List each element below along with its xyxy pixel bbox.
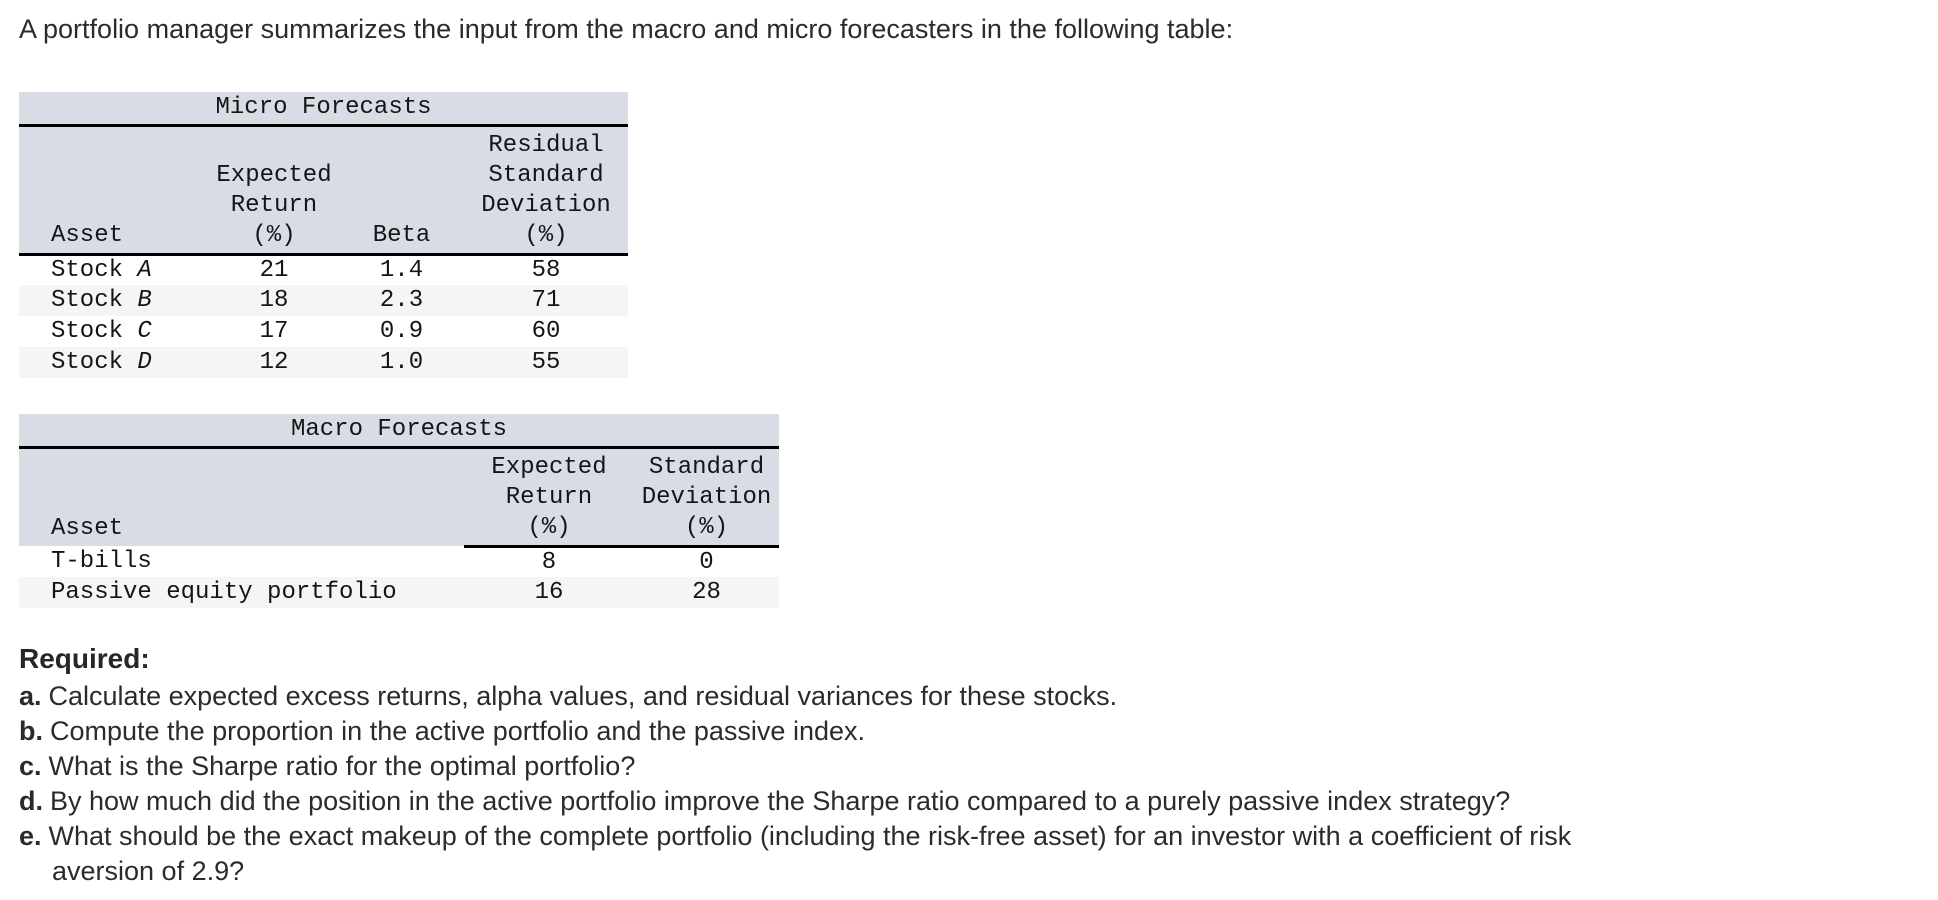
asset-name-cell: T-bills [51, 548, 152, 575]
asset-name: Stock [51, 318, 124, 345]
item-letter: e. [19, 821, 42, 851]
beta-cell: 1.4 [379, 256, 424, 284]
asset-name: Stock [51, 287, 124, 314]
residual-sd-cell: 55 [531, 349, 561, 376]
beta-cell: 2.3 [379, 287, 424, 314]
macro-table-title-row: Macro Forecasts [19, 414, 779, 449]
macro-forecasts-table: Macro Forecasts Asset Expected Return (%… [19, 414, 779, 608]
required-heading: Required: [19, 643, 150, 674]
table-row-stock-d: Stock D 12 1.0 55 [19, 347, 629, 378]
stock-letter: B [137, 287, 152, 314]
asset-name-cell: Stock D [19, 347, 209, 378]
column-header-beta: Beta [339, 125, 464, 256]
column-header-asset: Asset [19, 125, 209, 256]
item-text: Calculate expected excess returns, alpha… [48, 681, 1118, 711]
asset-name-cell: Stock A [19, 254, 209, 285]
macro-table-title: Macro Forecasts [19, 414, 779, 449]
expected-return-cell: 18 [259, 287, 289, 314]
asset-name-cell: Passive equity portfolio [51, 579, 397, 606]
required-item-d: d. By how much did the position in the ac… [19, 784, 1908, 819]
expected-return-cell: 12 [259, 349, 289, 376]
expected-return-cell: 8 [541, 548, 557, 576]
item-text: What is the Sharpe ratio for the optimal… [48, 751, 636, 781]
residual-sd-cell: 71 [531, 287, 561, 314]
required-item-c: c. What is the Sharpe ratio for the optim… [19, 749, 1908, 784]
item-letter: d. [19, 786, 43, 816]
item-letter: a. [19, 681, 42, 711]
item-text: Compute the proportion in the active por… [50, 716, 865, 746]
beta-cell: 0.9 [379, 318, 424, 345]
asset-name: Stock [51, 256, 124, 284]
expected-return-cell: 17 [259, 318, 289, 345]
item-letter: b. [19, 716, 43, 746]
stock-letter: C [137, 318, 152, 345]
intro-text: A portfolio manager summarizes the input… [19, 14, 1234, 44]
macro-table-header-row: Asset Expected Return (%) Standard Devia… [19, 447, 779, 548]
std-dev-cell: 28 [692, 579, 721, 606]
column-header-residual-sd: Residual Standard Deviation (%) [464, 125, 629, 256]
stock-letter: A [137, 256, 152, 284]
residual-sd-cell: 60 [531, 318, 561, 345]
stock-letter: D [137, 349, 152, 376]
table-row-stock-c: Stock C 17 0.9 60 [19, 316, 628, 347]
item-text: By how much did the position in the acti… [50, 786, 1511, 816]
table-row-stock-b: Stock B 18 2.3 71 [19, 285, 629, 316]
expected-return-cell: 21 [259, 256, 289, 284]
table-row-stock-a: Stock A 21 1.4 58 [19, 254, 628, 285]
table-row-passive-equity: Passive equity portfolio 16 28 [19, 577, 779, 608]
column-header-expected-return: Expected Return (%) [464, 447, 634, 548]
std-dev-cell: 0 [699, 548, 714, 576]
column-header-expected-return: Expected Return (%) [209, 125, 339, 256]
required-item-a: a. Calculate expected excess returns, alp… [19, 679, 1908, 714]
beta-cell: 1.0 [379, 349, 424, 376]
item-letter: c. [19, 751, 42, 781]
table-row-t-bills: T-bills 8 0 [19, 546, 779, 577]
micro-forecasts-table: Micro Forecasts Asset Expected Return (%… [19, 92, 629, 378]
item-text: What should be the exact makeup of the c… [48, 821, 1572, 886]
asset-name-cell: Stock C [19, 316, 209, 347]
residual-sd-cell: 58 [531, 256, 561, 284]
required-item-e: e. What should be the exact makeup of the… [19, 819, 1908, 889]
expected-return-cell: 16 [534, 579, 564, 606]
asset-name-cell: Stock B [19, 285, 209, 316]
micro-table-title-row: Micro Forecasts [19, 92, 629, 127]
micro-table-title: Micro Forecasts [19, 92, 629, 127]
column-header-std-dev: Standard Deviation (%) [634, 447, 779, 548]
column-header-asset: Asset [19, 447, 464, 546]
required-list: a. Calculate expected excess returns, alp… [19, 679, 1908, 889]
micro-table-header-row: Asset Expected Return (%) Beta Residual … [19, 125, 629, 256]
required-item-b: b. Compute the proportion in the active p… [19, 714, 1908, 749]
asset-name: Stock [51, 349, 124, 376]
